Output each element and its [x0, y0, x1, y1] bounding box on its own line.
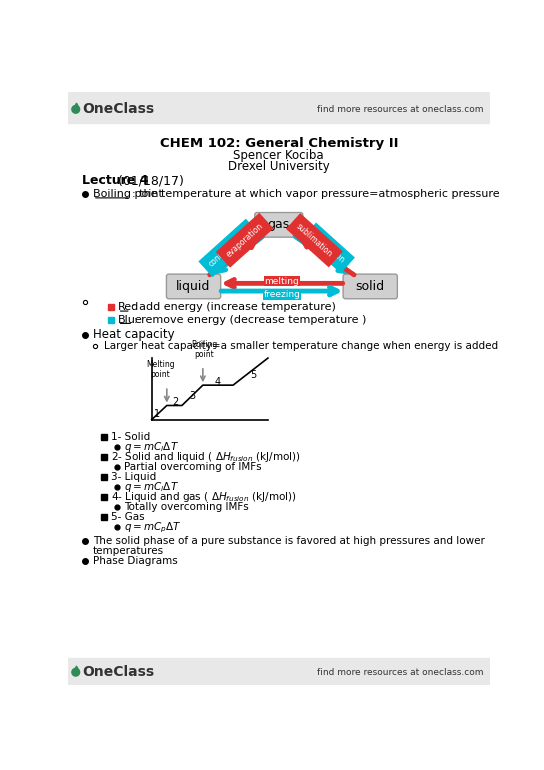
Text: 4: 4	[215, 377, 221, 387]
Text: Heat capacity: Heat capacity	[93, 329, 175, 341]
Text: 3: 3	[189, 391, 195, 401]
Text: 1: 1	[154, 409, 160, 419]
Text: gas: gas	[268, 219, 290, 231]
Circle shape	[72, 105, 79, 113]
Text: Boiling
point: Boiling point	[191, 340, 218, 359]
Text: Drexel University: Drexel University	[228, 160, 330, 172]
Text: : add energy (increase temperature): : add energy (increase temperature)	[132, 303, 336, 312]
Bar	[68, 92, 490, 123]
Text: : the temperature at which vapor pressure=atmospheric pressure: : the temperature at which vapor pressur…	[132, 189, 499, 199]
Text: Lecture 4: Lecture 4	[82, 175, 149, 187]
Text: Blue: Blue	[118, 315, 143, 324]
Text: 1- Solid: 1- Solid	[110, 433, 150, 442]
FancyBboxPatch shape	[166, 274, 221, 299]
Text: sublimation: sublimation	[295, 222, 334, 259]
Text: deposition: deposition	[311, 231, 347, 265]
Text: Phase Diagrams: Phase Diagrams	[93, 556, 177, 565]
Text: 2: 2	[172, 397, 178, 407]
Text: $q = mC_p\Delta T$: $q = mC_p\Delta T$	[124, 521, 182, 534]
Text: evaporation: evaporation	[225, 222, 265, 259]
Bar	[68, 658, 490, 685]
Text: temperatures: temperatures	[93, 546, 164, 555]
Text: freezing: freezing	[263, 290, 300, 299]
Text: Spencer Kociba: Spencer Kociba	[233, 149, 324, 162]
Text: OneClass: OneClass	[83, 102, 155, 116]
Text: Red: Red	[118, 303, 139, 312]
Text: find more resources at oneclass.com: find more resources at oneclass.com	[317, 105, 484, 114]
Text: : remove energy (decrease temperature ): : remove energy (decrease temperature )	[134, 315, 366, 324]
Text: (01/18/17): (01/18/17)	[114, 175, 184, 187]
Text: Melting
point: Melting point	[146, 360, 175, 380]
Text: $q = mC_l\Delta T$: $q = mC_l\Delta T$	[124, 480, 179, 494]
Text: solid: solid	[356, 280, 385, 293]
Text: Totally overcoming IMFs: Totally overcoming IMFs	[124, 503, 249, 512]
Text: Larger heat capacity=a smaller temperature change when energy is added: Larger heat capacity=a smaller temperatu…	[104, 342, 498, 351]
FancyBboxPatch shape	[255, 213, 303, 237]
Text: Boiling point: Boiling point	[93, 189, 163, 199]
Text: condensation: condensation	[207, 227, 251, 269]
Text: 5- Gas: 5- Gas	[110, 513, 144, 522]
Text: Partial overcoming of IMFs: Partial overcoming of IMFs	[124, 463, 262, 472]
FancyBboxPatch shape	[343, 274, 397, 299]
Text: OneClass: OneClass	[83, 665, 155, 679]
Text: CHEM 102: General Chemistry II: CHEM 102: General Chemistry II	[159, 138, 398, 150]
Text: liquid: liquid	[176, 280, 211, 293]
Text: 3- Liquid: 3- Liquid	[110, 473, 156, 482]
Text: The solid phase of a pure substance is favored at high pressures and lower: The solid phase of a pure substance is f…	[93, 537, 485, 546]
Text: melting: melting	[264, 276, 299, 286]
Text: $q = mC_l\Delta T$: $q = mC_l\Delta T$	[124, 440, 179, 454]
Circle shape	[72, 668, 79, 676]
Text: 5: 5	[250, 370, 256, 380]
Text: find more resources at oneclass.com: find more resources at oneclass.com	[317, 668, 484, 677]
Text: 2- Solid and liquid ( $\Delta H_{fusion}$ (kJ/mol)): 2- Solid and liquid ( $\Delta H_{fusion}…	[110, 450, 300, 464]
Text: 4- Liquid and gas ( $\Delta H_{fusion}$ (kJ/mol)): 4- Liquid and gas ( $\Delta H_{fusion}$ …	[110, 490, 296, 504]
